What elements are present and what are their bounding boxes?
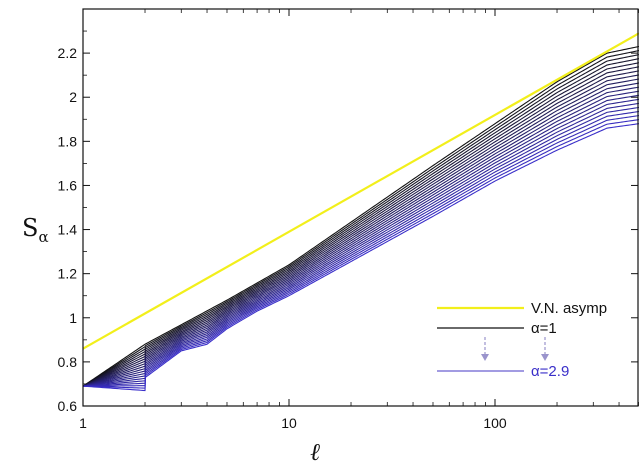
alpha-curve-2.7 [82,115,639,387]
alpha-curve-1 [82,45,639,387]
asymptote-layer [82,32,639,350]
x-tick-label: 10 [281,415,297,431]
alpha-curve-2.1 [82,90,639,387]
alpha-curve-2 [82,86,639,387]
alpha-curve-2.3 [82,98,639,387]
alpha-curve-1.1 [82,50,639,387]
x-axis-label: ℓ [310,438,320,466]
alpha-curve-2.8 [82,119,639,389]
y-tick-label: 1.6 [58,177,78,193]
legend: V.N. asymp α=1 α=2.9 [437,300,607,380]
y-tick-label: 1.8 [58,133,78,149]
alpha-curve-2.9 [82,123,639,392]
alpha-curve-2.4 [82,102,639,387]
alpha-curve-1.8 [82,78,639,387]
y-tick-label: 1 [69,310,77,326]
alpha-curve-2.2 [82,94,639,387]
y-tick-label: 2.2 [58,45,78,61]
y-axis-label-main: S [22,214,38,242]
curve-group [82,45,639,392]
alpha-curve-1.5 [82,66,639,387]
alpha-curve-2.5 [82,106,639,387]
legend-arrow-head-0 [481,354,489,361]
alpha-curve-1.7 [82,74,639,387]
y-tick-label: 1.2 [58,266,78,282]
legend-label-2: α=2.9 [531,363,569,380]
alpha-curve-2.6 [82,110,639,387]
alpha-curve-1.3 [82,58,639,387]
x-tick-label: 1 [79,415,87,431]
legend-label-1: α=1 [531,320,557,337]
legend-arrow-head-1 [541,354,549,361]
tick-group: 1 10 100 0.6 0.8 1 1.2 1.4 1.6 1.8 2 2.2 [58,9,639,431]
y-tick-label: 1.4 [58,222,78,238]
y-tick-label: 0.6 [58,398,78,414]
y-axis-label: Sα [22,214,49,246]
x-tick-label: 100 [483,415,507,431]
y-tick-label: 0.8 [58,354,78,370]
alpha-curve-1.2 [82,54,639,387]
y-tick-label: 2 [69,89,77,105]
y-axis-label-sub: α [38,228,48,246]
alpha-curve-1.4 [82,62,639,387]
alpha-curve-1.6 [82,70,639,387]
alpha-curve-1.9 [82,82,639,387]
asymptote-line [82,32,639,350]
legend-label-0: V.N. asymp [531,300,607,317]
